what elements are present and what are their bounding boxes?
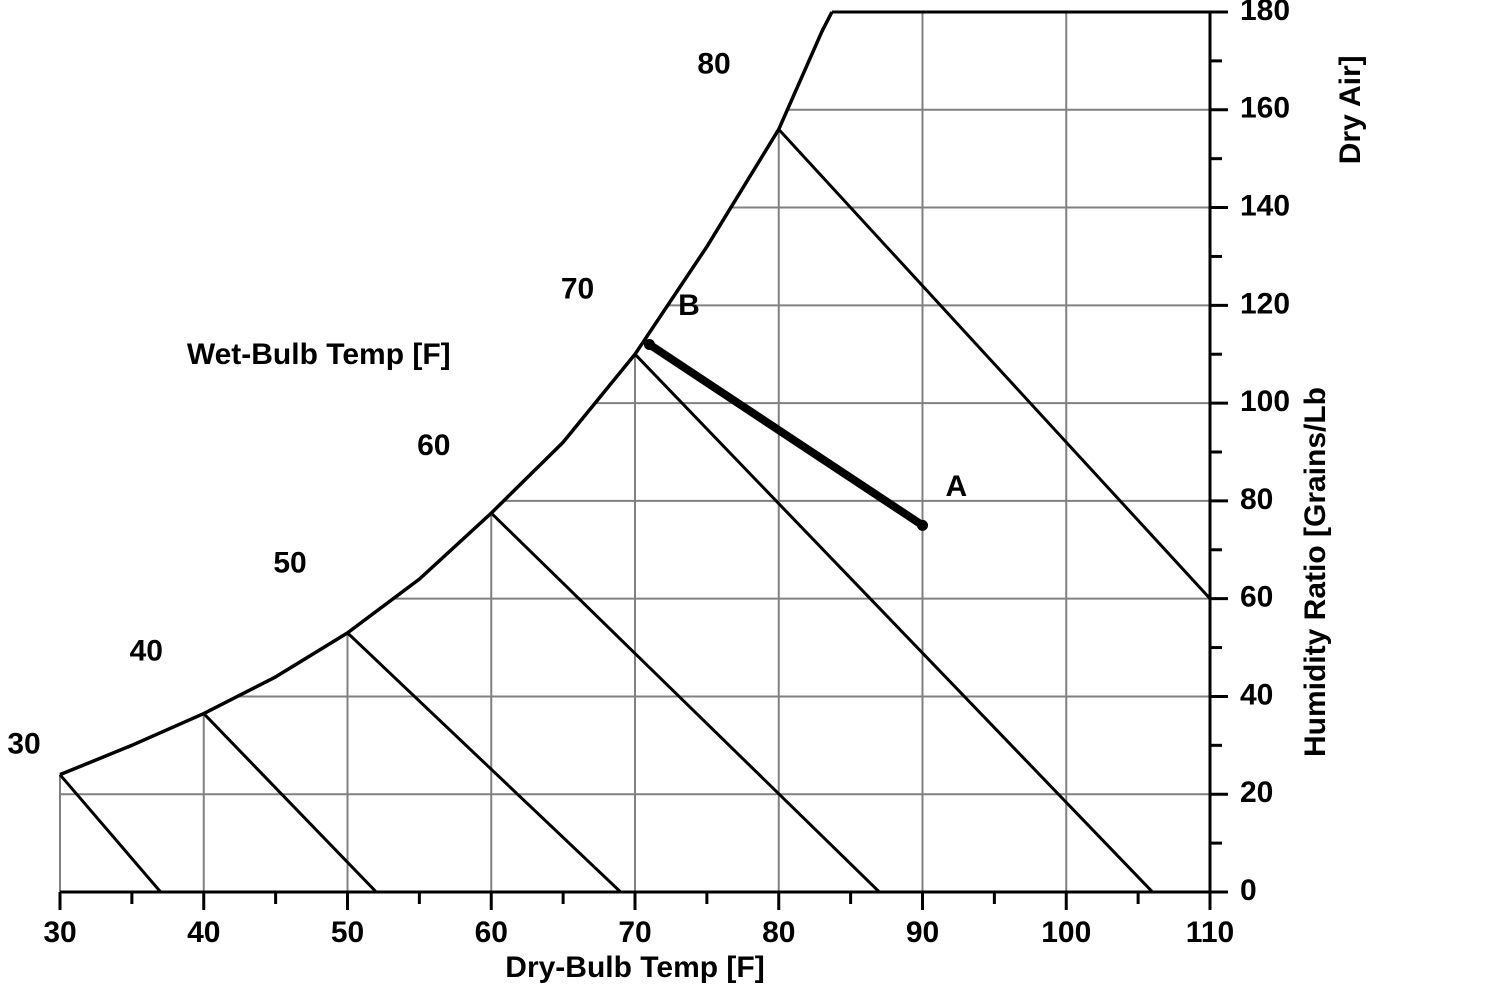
wetbulb-axis-title: Wet-Bulb Temp [F] xyxy=(187,338,451,371)
wetbulb-label: 70 xyxy=(561,273,594,306)
x-tick-label: 40 xyxy=(187,916,220,949)
wetbulb-label: 40 xyxy=(130,634,163,667)
wetbulb-label: 60 xyxy=(417,429,450,462)
y-tick-label: 140 xyxy=(1240,189,1290,222)
x-tick-label: 30 xyxy=(43,916,76,949)
x-axis-title: Dry-Bulb Temp [F] xyxy=(505,951,764,984)
y-tick-label: 60 xyxy=(1240,581,1273,614)
x-tick-label: 80 xyxy=(762,916,795,949)
wetbulb-label: 30 xyxy=(7,727,40,760)
psychrometric-chart: 30 40 50 60 70 80 Wet-Bulb Temp [F] A B 30 40 50 60 7… xyxy=(0,0,1489,1008)
y-axis-title-lower: Humidity Ratio [Grains/Lb xyxy=(1299,387,1332,757)
y-tick-label: 40 xyxy=(1240,678,1273,711)
point-a xyxy=(917,520,928,531)
x-tick-label: 100 xyxy=(1041,916,1091,949)
y-axis-title-upper: Dry Air] xyxy=(1334,55,1367,164)
wetbulb-label: 80 xyxy=(697,48,730,81)
y-tick-label: 20 xyxy=(1240,776,1273,809)
y-tick-label: 160 xyxy=(1240,92,1290,125)
y-tick-label: 100 xyxy=(1240,385,1290,418)
y-tick-label: 80 xyxy=(1240,483,1273,516)
wetbulb-label: 50 xyxy=(273,546,306,579)
x-tick-label: 70 xyxy=(618,916,651,949)
point-b-label: B xyxy=(678,289,700,322)
x-tick-label: 90 xyxy=(906,916,939,949)
y-tick-label: 120 xyxy=(1240,287,1290,320)
y-tick-label: 0 xyxy=(1240,874,1257,907)
x-tick-label: 110 xyxy=(1186,916,1234,949)
x-tick-label: 50 xyxy=(331,916,364,949)
point-b xyxy=(644,339,655,350)
x-tick-label: 60 xyxy=(475,916,508,949)
point-a-label: A xyxy=(946,470,968,503)
y-tick-label: 180 xyxy=(1240,0,1290,27)
